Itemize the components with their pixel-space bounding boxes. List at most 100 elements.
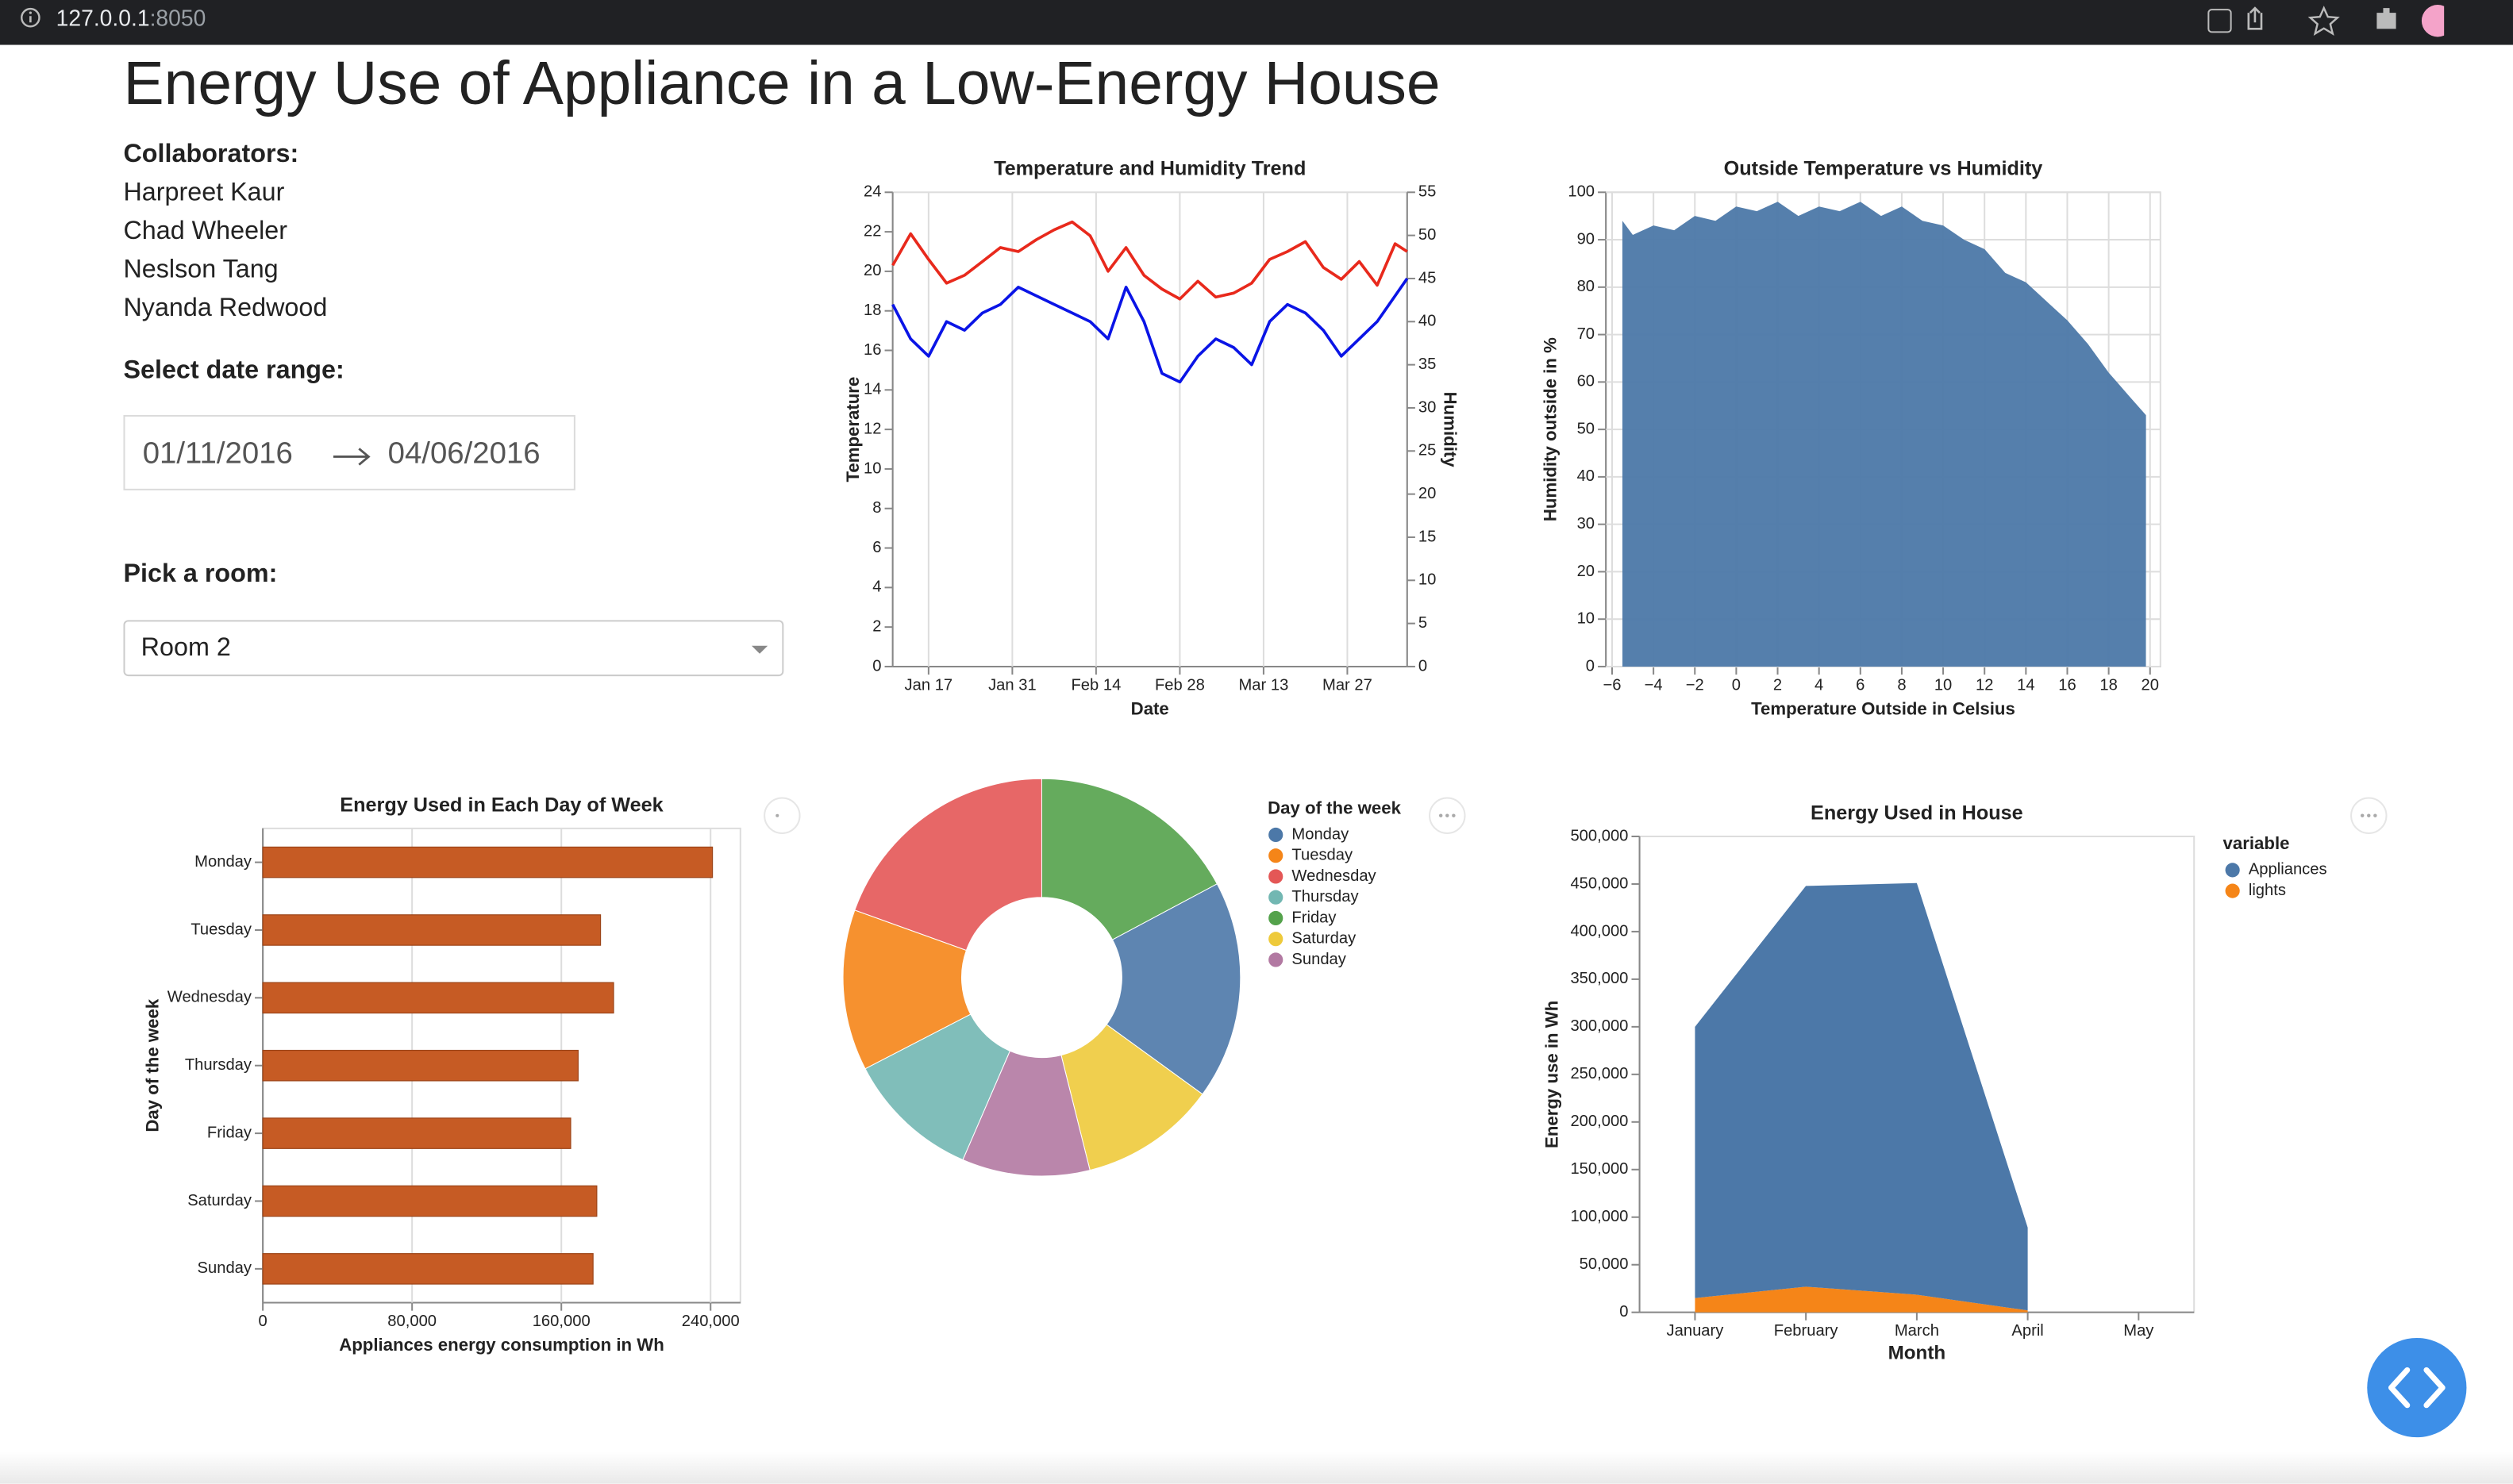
x-tick-label: 80,000 (387, 1313, 437, 1330)
chart-title: Energy Used in Each Day of Week (340, 794, 664, 816)
x-tick-label: Feb 14 (1071, 677, 1121, 694)
bar (262, 1253, 594, 1285)
browser-icons[interactable] (2203, 3, 2445, 41)
y-tick-label: 35 (1418, 356, 1436, 373)
y-tick-label: 20 (1577, 563, 1595, 580)
dropdown-caret (751, 645, 768, 654)
room-dropdown[interactable]: Room 2 (123, 620, 784, 677)
x-tick-label: February (1774, 1322, 1839, 1340)
y-tick-label: 70 (1577, 325, 1595, 343)
x-tick-label: 16 (2058, 677, 2076, 694)
x-tick-label: Jan 17 (905, 677, 953, 694)
url-host: 127.0.0.1 (56, 5, 150, 31)
action-button[interactable] (2350, 797, 2388, 834)
y-tick-label: 50 (1418, 226, 1436, 244)
range-arrow (333, 448, 371, 466)
y-tick-label: 450,000 (1570, 875, 1628, 892)
y-tick-label: 24 (864, 183, 881, 201)
legend-symbol (2225, 863, 2240, 878)
browser-bar: 127.0.0.1:8050 (0, 0, 2513, 45)
legend-symbol (1268, 910, 1283, 926)
legend-label: Monday (1291, 825, 1349, 843)
legend-label: Saturday (1291, 930, 1357, 948)
pie-slice (864, 1013, 1011, 1161)
y-tick-label: 22 (864, 222, 881, 240)
x-tick-label: 8 (1897, 677, 1906, 694)
x-tick-label: 14 (2017, 677, 2034, 694)
collaborator: Nyanda Redwood (123, 294, 328, 322)
data-line (891, 277, 1409, 384)
legend-symbol (1268, 952, 1283, 967)
url[interactable]: 127.0.0.1:8050 (56, 5, 206, 30)
y-tick-label: Saturday (187, 1192, 252, 1209)
y-tick-label: 10 (1418, 571, 1436, 589)
x-tick-label: May (2123, 1322, 2154, 1340)
y-tick-label: 0 (872, 657, 881, 675)
y-tick-label: 0 (1418, 657, 1427, 675)
legend-label: Appliances (2249, 861, 2327, 878)
y-tick-label: 50 (1577, 420, 1595, 437)
x-tick-label: 0 (1732, 677, 1741, 694)
end-date[interactable]: 04/06/2016 (387, 437, 541, 471)
action-button[interactable] (1429, 797, 1466, 834)
y-tick-label: Tuesday (190, 921, 252, 938)
y-tick-label: 55 (1418, 183, 1436, 201)
x-tick-label: 0 (259, 1313, 267, 1330)
legend-symbol (1268, 890, 1283, 905)
y-tick-label: 12 (864, 420, 881, 437)
x-tick-label: −2 (1686, 677, 1704, 694)
x-tick-label: 20 (2142, 677, 2159, 694)
pie-slice (1106, 883, 1241, 1095)
y-tick-label: 6 (872, 539, 881, 556)
collaborator: Harpreet Kaur (123, 179, 285, 207)
bar (262, 982, 614, 1014)
info-icon[interactable] (19, 6, 41, 29)
data-area (1622, 202, 2146, 667)
x-tick-label: Mar 13 (1238, 677, 1288, 694)
x-tick-label: −6 (1603, 677, 1621, 694)
x-tick-label: April (2011, 1322, 2043, 1340)
y-tick-label: 40 (1577, 467, 1595, 485)
legend-label: Tuesday (1291, 847, 1353, 864)
y-tick-label: 30 (1577, 515, 1595, 532)
legend-label: lights (2249, 882, 2286, 899)
data-area (1695, 1286, 2028, 1313)
y-axis-title: Humidity outside in % (1540, 337, 1560, 521)
legend-label: Friday (1291, 909, 1337, 926)
data-line (891, 220, 1408, 301)
y-tick-label: 500,000 (1570, 827, 1628, 844)
start-date[interactable]: 01/11/2016 (142, 437, 293, 471)
date-range-picker[interactable]: 01/11/2016 04/06/2016 (123, 414, 575, 490)
x-tick-label: 2 (1773, 677, 1782, 694)
y-axis-title: Humidity (1440, 392, 1460, 468)
chart-title: Energy Used in House (1811, 802, 2023, 824)
x-tick-label: 6 (1856, 677, 1865, 694)
y-tick-label: 40 (1418, 313, 1436, 330)
y-tick-label: 2 (872, 617, 881, 635)
pie-slice (842, 909, 972, 1070)
y-tick-label: 8 (872, 499, 881, 517)
y-tick-label: 10 (1577, 610, 1595, 628)
x-axis-title: Appliances energy consumption in Wh (339, 1335, 664, 1355)
collaborators-label: Collaborators: (123, 140, 299, 169)
action-button[interactable] (764, 797, 801, 834)
x-tick-label: 4 (1815, 677, 1823, 694)
bar (262, 1117, 571, 1149)
y-tick-label: Thursday (185, 1056, 252, 1074)
y-tick-label: 300,000 (1570, 1017, 1628, 1035)
legend-symbol (1268, 827, 1283, 843)
x-tick-label: 18 (2099, 677, 2117, 694)
y-tick-label: 10 (864, 459, 881, 477)
chart-title: Temperature and Humidity Trend (994, 158, 1306, 180)
x-tick-label: 10 (1934, 677, 1952, 694)
x-tick-label: 12 (1976, 677, 1993, 694)
y-tick-label: 14 (864, 381, 881, 398)
y-tick-label: 20 (864, 262, 881, 279)
debug-button[interactable] (2367, 1337, 2467, 1438)
bar (262, 914, 602, 946)
y-axis-title: Energy use in Wh (1541, 1001, 1561, 1148)
data-area (1695, 882, 2028, 1311)
y-tick-label: 150,000 (1570, 1160, 1628, 1178)
